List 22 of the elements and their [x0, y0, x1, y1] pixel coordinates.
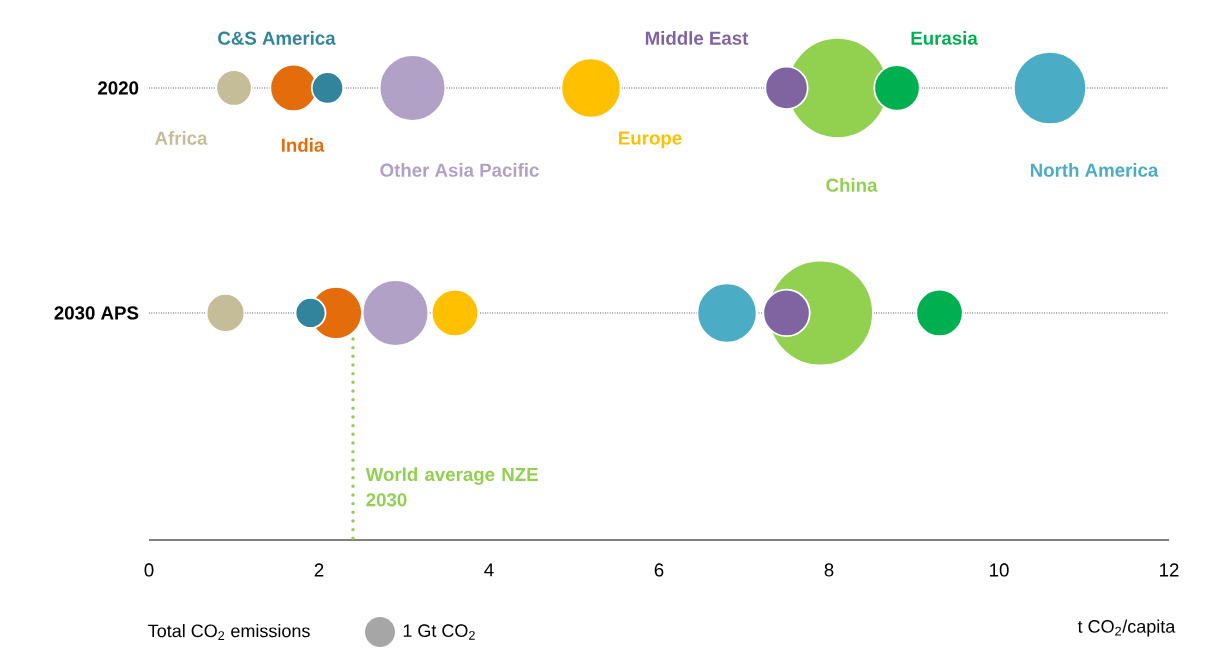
x-tick-label: 0 [144, 563, 154, 577]
y-tick-label: 2020 [98, 81, 139, 95]
series-label: C&S America [218, 31, 336, 45]
text: North America [1030, 163, 1159, 177]
text: China [826, 178, 878, 192]
series-label: Eurasia [911, 31, 978, 45]
x-tick-label: 12 [1160, 563, 1179, 577]
text: Total CO$_{2}$ emissions [148, 624, 310, 640]
y-tick-label: 2030 APS [54, 306, 139, 320]
x-tick-label: 10 [990, 563, 1009, 577]
text: Other Asia Pacific [380, 163, 539, 177]
x-axis-title: t CO$_{2}$/capita [1077, 619, 1176, 637]
legend-label: 1 Gt CO$_{2}$ [403, 624, 475, 640]
series-label: Africa [155, 131, 208, 145]
x-tick-label: 6 [654, 563, 664, 577]
x-tick-label: 2 [314, 563, 324, 577]
x-tick-label: 4 [484, 563, 494, 577]
series-label: India [281, 138, 325, 152]
series-label: Europe [619, 131, 682, 149]
ref-line-label: World average NZE 2030 [365, 467, 538, 507]
x-tick-label: 8 [824, 563, 834, 577]
text: Middle East [645, 31, 749, 45]
